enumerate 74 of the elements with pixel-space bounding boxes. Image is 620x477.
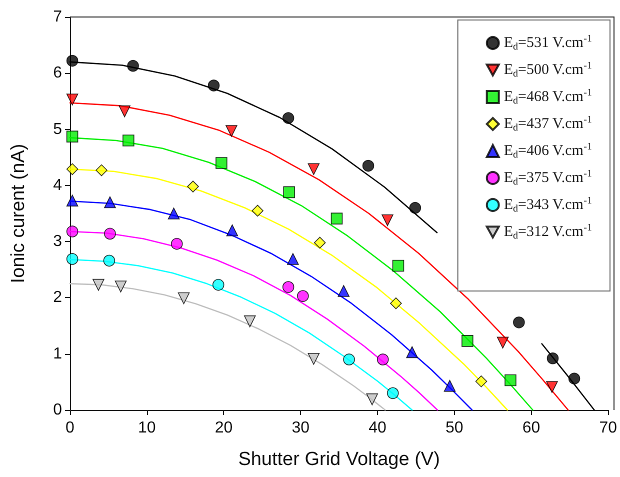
point (104, 196, 116, 208)
x-tick-label: 20 (214, 420, 233, 436)
point (212, 278, 224, 291)
point (338, 285, 350, 297)
point (66, 163, 78, 176)
point (362, 160, 374, 172)
point (187, 180, 199, 192)
x-tick-label: 30 (292, 420, 310, 436)
point (297, 290, 309, 302)
point (282, 281, 294, 293)
point (66, 226, 78, 238)
point (226, 224, 238, 236)
point (444, 380, 456, 392)
x-tick-label: 0 (66, 420, 75, 436)
x-tick-label: 70 (599, 420, 618, 436)
point (283, 186, 295, 198)
y-tick-label: 0 (53, 402, 62, 418)
point (382, 214, 394, 226)
y-tick-label: 3 (53, 233, 62, 250)
point (92, 278, 104, 291)
y-tick-label: 2 (53, 289, 62, 306)
point (546, 381, 558, 393)
y-tick-label: 5 (53, 120, 62, 138)
point (118, 105, 130, 118)
point (376, 354, 389, 366)
point (178, 292, 190, 304)
point (475, 375, 488, 388)
point (287, 253, 299, 265)
point (103, 254, 116, 267)
point (314, 236, 326, 249)
point (216, 157, 228, 169)
point (252, 204, 264, 217)
point (208, 80, 220, 92)
point (66, 130, 78, 142)
point (170, 238, 183, 250)
point (366, 393, 378, 406)
point (330, 212, 343, 224)
point (343, 354, 355, 366)
point (308, 163, 320, 176)
y-axis-title: Ionic curent (nA) (8, 144, 29, 284)
x-tick-label: 60 (522, 420, 540, 436)
point (568, 372, 580, 384)
point (226, 125, 238, 137)
point (114, 280, 127, 292)
point (308, 353, 320, 365)
point (66, 253, 78, 265)
point (168, 208, 180, 220)
point (390, 297, 402, 310)
point (409, 202, 422, 214)
y-tick-label: 1 (53, 345, 62, 362)
y-tick-label: 7 (53, 8, 62, 26)
point (386, 387, 399, 400)
point (392, 260, 404, 272)
x-tick-label: 40 (368, 420, 386, 436)
point (66, 54, 78, 67)
point (462, 335, 474, 347)
point (406, 346, 418, 358)
point (244, 315, 256, 328)
point (546, 352, 559, 364)
point (66, 94, 78, 106)
y-tick-label: 4 (53, 176, 62, 194)
point (96, 164, 108, 176)
y-tick-label: 6 (53, 64, 62, 82)
x-tick-label: 50 (445, 420, 464, 436)
x-axis-title: Shutter Grid Voltage (V) (238, 449, 440, 470)
point (122, 134, 134, 146)
point (104, 228, 116, 240)
point (504, 374, 516, 386)
point (127, 60, 139, 72)
point (513, 316, 525, 328)
point (282, 112, 294, 124)
x-tick-label: 10 (138, 420, 156, 436)
point (66, 194, 78, 206)
point (496, 336, 509, 349)
